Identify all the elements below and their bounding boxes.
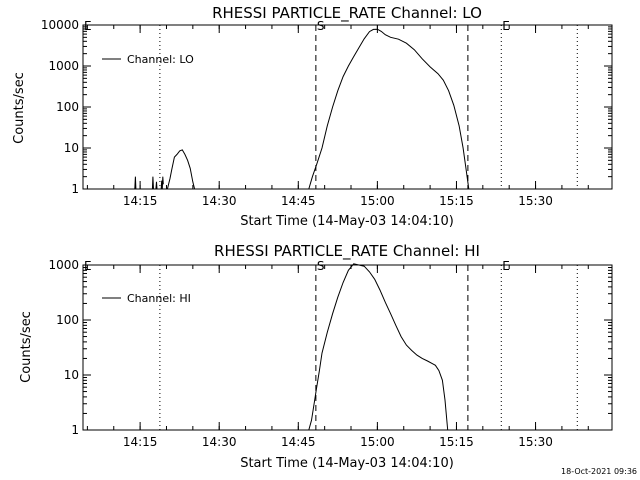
x-tick-label: 14:15: [123, 435, 158, 449]
marker-label: E: [502, 19, 510, 33]
chart-panel-hi: RHESSI PARTICLE_RATE Channel: HI Counts/…: [19, 242, 613, 471]
y-tick-label: 10000: [41, 18, 79, 32]
series-line: [308, 263, 449, 431]
series-line: [155, 181, 158, 190]
x-tick-label: 14:30: [202, 194, 237, 208]
y-axis-label-lo: Counts/sec: [12, 72, 27, 144]
y-tick-label: 1: [71, 423, 79, 437]
chart-title-hi: RHESSI PARTICLE_RATE Channel: HI: [214, 242, 480, 261]
y-tick-label: 1: [71, 182, 79, 196]
x-tick-label: 15:00: [360, 194, 395, 208]
x-tick-label: 15:30: [518, 435, 553, 449]
series-line: [134, 176, 137, 190]
x-axis-label-lo: Start Time (14-May-03 14:04:10): [240, 214, 454, 229]
x-tick-label: 14:45: [281, 194, 316, 208]
y-tick-label: 100: [56, 100, 79, 114]
marker-label: E: [84, 259, 92, 273]
chart-panel-lo: RHESSI PARTICLE_RATE Channel: LO Counts/…: [12, 4, 613, 229]
plot-frame: [82, 24, 613, 190]
series-line: [308, 28, 470, 190]
y-tick-label: 100: [56, 313, 79, 327]
x-tick-label: 15:15: [439, 194, 474, 208]
legend-label-lo: Channel: LO: [127, 53, 194, 66]
chart-title-lo: RHESSI PARTICLE_RATE Channel: LO: [212, 4, 482, 23]
y-tick-label: 10: [64, 141, 79, 155]
x-tick-label: 15:00: [360, 435, 395, 449]
series-line: [160, 176, 164, 190]
x-tick-label: 14:30: [202, 435, 237, 449]
plot-frame: [82, 264, 613, 431]
y-axis-label-hi: Counts/sec: [19, 311, 34, 383]
footer-timestamp: 18-Oct-2021 09:36: [561, 467, 637, 476]
x-tick-label: 15:30: [518, 194, 553, 208]
x-tick-label: 15:15: [439, 435, 474, 449]
marker-label: E: [502, 259, 510, 273]
marker-label: S: [317, 259, 325, 273]
x-tick-label: 14:45: [281, 435, 316, 449]
x-axis-label-hi: Start Time (14-May-03 14:04:10): [240, 456, 454, 471]
y-tick-label: 1000: [48, 59, 79, 73]
marker-label: E: [84, 19, 92, 33]
marker-label: S: [317, 19, 325, 33]
series-line: [151, 176, 154, 190]
legend-label-hi: Channel: HI: [127, 292, 191, 305]
y-tick-label: 10: [64, 368, 79, 382]
series-line: [166, 149, 196, 190]
y-tick-label: 1000: [48, 258, 79, 272]
x-tick-label: 14:15: [123, 194, 158, 208]
